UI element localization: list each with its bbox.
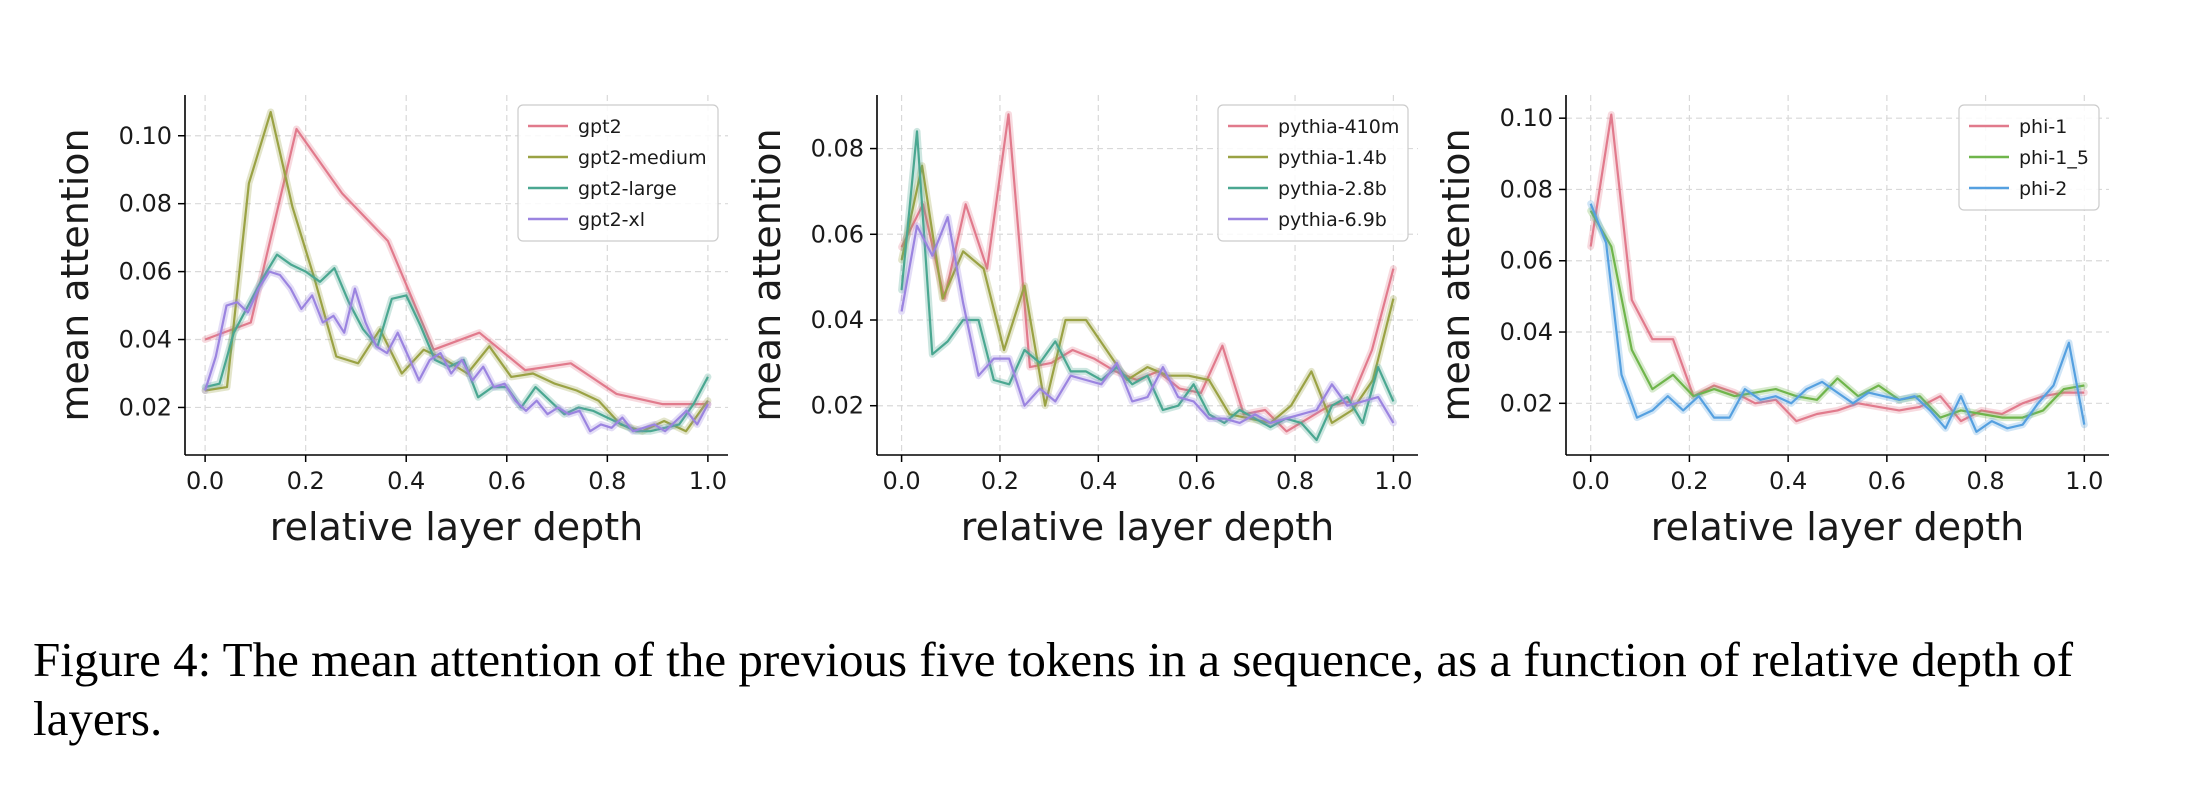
x-axis-label: relative layer depth bbox=[270, 505, 643, 549]
series-line-gpt2 bbox=[204, 127, 708, 406]
x-tick-label: 0.0 bbox=[1572, 467, 1610, 495]
y-tick-label: 0.08 bbox=[119, 190, 172, 218]
x-tick-label: 0.0 bbox=[883, 467, 921, 495]
legend-box bbox=[1217, 104, 1409, 242]
legend-label: phi-1_5 bbox=[2019, 147, 2089, 169]
legend-label: pythia-1.4b bbox=[1278, 147, 1387, 169]
x-axis-label: relative layer depth bbox=[961, 505, 1334, 549]
x-tick-label: 0.8 bbox=[1276, 467, 1314, 495]
x-tick-label: 1.0 bbox=[2065, 467, 2103, 495]
series-line-gpt2-large bbox=[204, 253, 709, 433]
legend-label: phi-2 bbox=[2019, 178, 2067, 200]
legend-label: gpt2-medium bbox=[578, 147, 707, 169]
y-tick-label: 0.08 bbox=[811, 135, 864, 163]
series-line-pythia-1.4b bbox=[900, 164, 1395, 424]
chart-panel-1: 0.0 0.2 0.4 0.6 0.8 1.0 0.02 0.04 0.06 0.08 0.10 re… bbox=[53, 95, 728, 549]
x-tick-label: 1.0 bbox=[1374, 467, 1412, 495]
series-line-phi-2 bbox=[1589, 203, 2086, 433]
legend-label: phi-1 bbox=[2019, 116, 2067, 138]
y-axis-label: mean attention bbox=[745, 128, 789, 421]
x-axis-label: relative layer depth bbox=[1651, 505, 2024, 549]
legend-label: gpt2-large bbox=[578, 178, 677, 200]
y-tick-label: 0.10 bbox=[1500, 104, 1553, 132]
y-tick-label: 0.10 bbox=[119, 122, 172, 150]
y-axis-label: mean attention bbox=[1434, 128, 1478, 421]
x-tick-label: 0.2 bbox=[1670, 467, 1708, 495]
series-line-gpt2-xl bbox=[204, 270, 709, 433]
chart-panel-3: 0.0 0.2 0.4 0.6 0.8 1.0 0.02 0.04 0.06 0.08 0.10 re… bbox=[1434, 95, 2109, 549]
y-tick-label: 0.04 bbox=[1500, 318, 1553, 346]
chart-panel-2: 0.0 0.2 0.4 0.6 0.8 1.0 0.02 0.04 0.06 0.08 relati… bbox=[745, 95, 1418, 549]
series-line-pythia-6.9b bbox=[900, 216, 1395, 424]
series-band-phi-1_5 bbox=[1587, 207, 2088, 422]
x-tick-label: 0.4 bbox=[1769, 467, 1807, 495]
y-tick-label: 0.02 bbox=[811, 392, 864, 420]
figure-caption: Figure 4: The mean attention of the prev… bbox=[33, 632, 2074, 746]
x-tick-label: 0.4 bbox=[387, 467, 425, 495]
y-axis-label: mean attention bbox=[53, 128, 97, 421]
y-tick-label: 0.08 bbox=[1500, 175, 1553, 203]
series-line-phi-1 bbox=[1589, 113, 2085, 423]
legend-label: gpt2 bbox=[578, 116, 622, 138]
x-tick-label: 0.6 bbox=[1868, 467, 1906, 495]
y-tick-label: 0.02 bbox=[119, 393, 172, 421]
legend-label: pythia-2.8b bbox=[1278, 178, 1387, 200]
x-tick-label: 0.6 bbox=[488, 467, 526, 495]
legend-label: pythia-410m bbox=[1278, 116, 1399, 138]
x-tick-label: 0.4 bbox=[1079, 467, 1117, 495]
legend-box bbox=[517, 104, 719, 242]
figure-charts: 0.0 0.2 0.4 0.6 0.8 1.0 0.02 0.04 0.06 0.08 0.10 re… bbox=[53, 95, 2109, 549]
x-tick-label: 0.8 bbox=[588, 467, 626, 495]
y-tick-label: 0.06 bbox=[1500, 247, 1553, 275]
x-tick-label: 0.6 bbox=[1178, 467, 1216, 495]
x-tick-label: 0.8 bbox=[1967, 467, 2005, 495]
y-tick-label: 0.04 bbox=[811, 306, 864, 334]
series-line-pythia-2.8b bbox=[900, 130, 1395, 442]
x-tick-label: 0.2 bbox=[287, 467, 325, 495]
legend-label: gpt2-xl bbox=[578, 209, 645, 231]
y-tick-label: 0.06 bbox=[811, 220, 864, 248]
x-tick-label: 0.0 bbox=[186, 467, 224, 495]
series-line-phi-1_5 bbox=[1589, 210, 2085, 419]
y-tick-label: 0.02 bbox=[1500, 389, 1553, 417]
y-tick-label: 0.06 bbox=[119, 258, 172, 286]
legend-box bbox=[1958, 104, 2100, 211]
legend-label: pythia-6.9b bbox=[1278, 209, 1387, 231]
y-tick-label: 0.04 bbox=[119, 326, 172, 354]
x-tick-label: 0.2 bbox=[981, 467, 1019, 495]
x-tick-label: 1.0 bbox=[689, 467, 727, 495]
